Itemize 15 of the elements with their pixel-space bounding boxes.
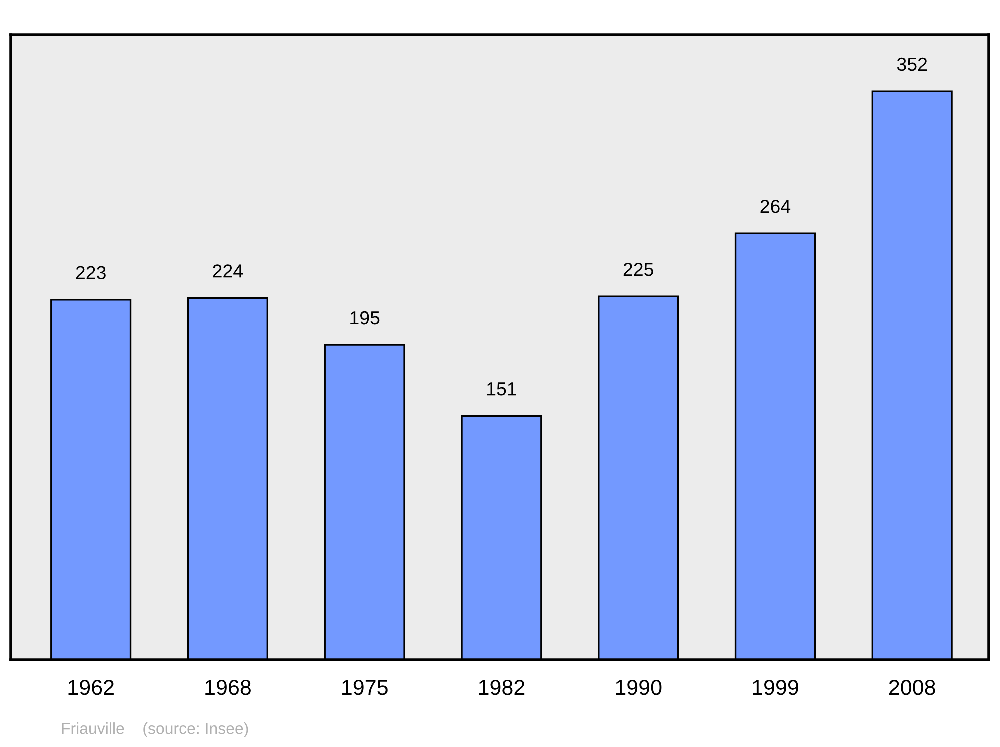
x-tick-label: 1968: [206, 680, 251, 696]
x-tick-label: 1975: [342, 680, 388, 696]
x-tick-label: 1999: [753, 680, 798, 696]
x-tick-label: 1962: [68, 680, 114, 696]
data-label: 352: [897, 58, 928, 72]
x-tick-label: 1990: [616, 680, 662, 696]
data-label: 223: [76, 266, 106, 280]
x-tick-label: 2008: [889, 680, 936, 696]
data-label: 264: [760, 200, 791, 214]
data-label: 224: [213, 264, 244, 278]
text: Friauville (source: Insee): [62, 722, 248, 738]
data-label: 225: [624, 262, 654, 276]
x-tick-label: 1982: [479, 680, 525, 696]
data-label: 151: [488, 382, 516, 396]
data-label: 195: [350, 311, 380, 325]
